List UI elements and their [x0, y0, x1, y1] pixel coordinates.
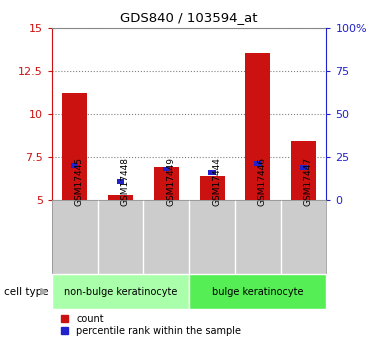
Bar	[200, 176, 225, 200]
Bar	[291, 141, 316, 200]
Text: GSM17449: GSM17449	[166, 157, 175, 206]
Legend: count, percentile rank within the sample: count, percentile rank within the sample	[61, 314, 241, 336]
Bar	[117, 179, 124, 184]
Bar	[162, 167, 170, 171]
Bar	[254, 161, 262, 166]
Bar	[52, 274, 189, 309]
Text: GSM17447: GSM17447	[303, 157, 313, 206]
Text: non-bulge keratinocyte: non-bulge keratinocyte	[64, 287, 177, 296]
Bar	[189, 274, 326, 309]
Bar	[154, 167, 179, 200]
Title: GDS840 / 103594_at: GDS840 / 103594_at	[121, 11, 258, 24]
Bar	[108, 195, 133, 200]
Text: GSM17445: GSM17445	[75, 157, 84, 206]
Text: bulge keratinocyte: bulge keratinocyte	[212, 287, 303, 296]
Bar	[62, 93, 88, 200]
Bar	[245, 53, 270, 200]
Text: GSM17446: GSM17446	[258, 157, 267, 206]
Bar	[71, 163, 79, 168]
Bar	[209, 170, 216, 175]
Text: GSM17444: GSM17444	[212, 157, 221, 206]
Text: GSM17448: GSM17448	[121, 157, 129, 206]
Text: cell type: cell type	[4, 287, 48, 296]
Bar	[300, 165, 307, 170]
